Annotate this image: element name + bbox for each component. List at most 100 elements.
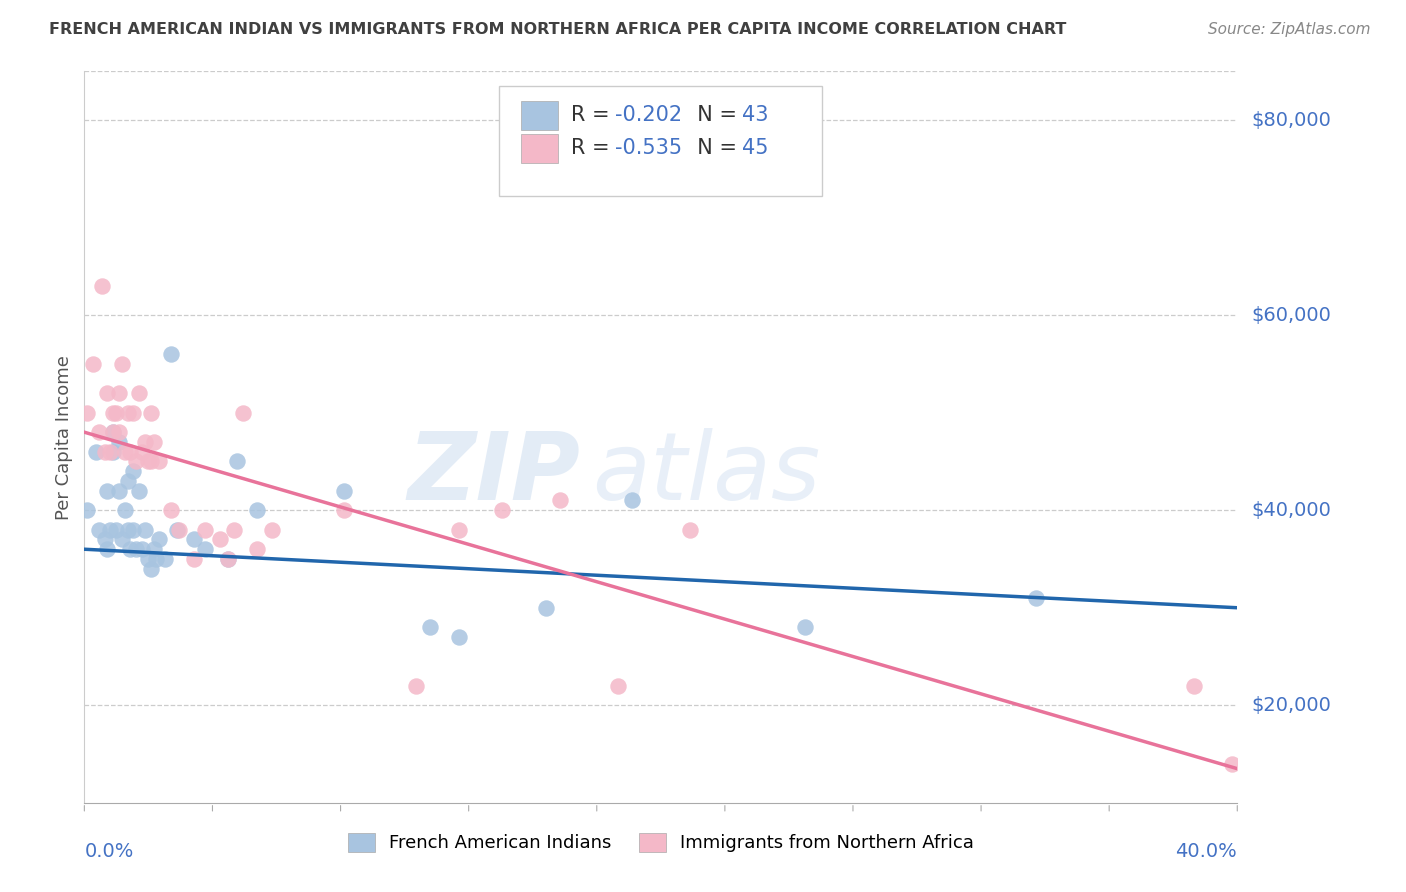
Point <box>134 523 156 537</box>
Point <box>246 503 269 517</box>
FancyBboxPatch shape <box>522 101 558 130</box>
Point <box>96 386 118 401</box>
Point <box>87 425 110 440</box>
Point <box>142 434 165 449</box>
Text: 0.0%: 0.0% <box>84 842 134 861</box>
Point <box>93 444 115 458</box>
Point <box>111 357 134 371</box>
Point <box>142 542 165 557</box>
Text: ZIP: ZIP <box>408 427 581 520</box>
Point <box>226 454 249 468</box>
Point <box>128 386 150 401</box>
Point <box>145 552 167 566</box>
Point <box>117 406 139 420</box>
Text: -0.202: -0.202 <box>614 105 682 125</box>
Point <box>114 503 136 517</box>
Point <box>148 454 170 468</box>
Point <box>1025 591 1047 605</box>
Point <box>87 523 110 537</box>
Point <box>153 552 176 566</box>
Point <box>794 620 817 634</box>
Point <box>232 406 254 420</box>
Point <box>194 542 217 557</box>
Text: N =: N = <box>683 138 744 158</box>
Y-axis label: Per Capita Income: Per Capita Income <box>55 355 73 519</box>
Point <box>160 347 183 361</box>
Point <box>333 483 356 498</box>
Point <box>166 523 188 537</box>
Point <box>76 503 98 517</box>
Point <box>120 444 142 458</box>
Point <box>103 444 124 458</box>
Point <box>136 454 159 468</box>
Point <box>120 542 142 557</box>
Point <box>333 503 356 517</box>
Point <box>103 425 124 440</box>
Text: $20,000: $20,000 <box>1251 696 1331 714</box>
Point <box>98 444 121 458</box>
Point <box>224 523 246 537</box>
Point <box>139 406 162 420</box>
Point <box>679 523 702 537</box>
Text: $80,000: $80,000 <box>1251 111 1331 129</box>
Point <box>93 533 115 547</box>
Point <box>125 542 148 557</box>
Point <box>139 454 162 468</box>
Point <box>122 406 145 420</box>
Point <box>534 600 557 615</box>
Point <box>449 630 471 644</box>
Point <box>169 523 191 537</box>
Point <box>103 425 124 440</box>
Text: N =: N = <box>683 105 744 125</box>
Point <box>114 444 136 458</box>
Point <box>96 483 118 498</box>
Text: R =: R = <box>571 138 616 158</box>
Point <box>606 679 628 693</box>
Point <box>108 483 131 498</box>
Point <box>98 523 121 537</box>
Point <box>419 620 441 634</box>
Point <box>208 533 231 547</box>
Text: $40,000: $40,000 <box>1251 500 1331 520</box>
Point <box>108 425 131 440</box>
Point <box>103 406 124 420</box>
Point <box>194 523 217 537</box>
Point <box>260 523 283 537</box>
Point <box>108 434 131 449</box>
Point <box>1220 756 1243 771</box>
Point <box>136 552 159 566</box>
Point <box>76 406 98 420</box>
Point <box>139 562 162 576</box>
Point <box>548 493 571 508</box>
Text: R =: R = <box>571 105 616 125</box>
Point <box>105 523 128 537</box>
Point <box>125 454 148 468</box>
Text: FRENCH AMERICAN INDIAN VS IMMIGRANTS FROM NORTHERN AFRICA PER CAPITA INCOME CORR: FRENCH AMERICAN INDIAN VS IMMIGRANTS FRO… <box>49 22 1067 37</box>
Point <box>131 444 153 458</box>
Text: 43: 43 <box>741 105 768 125</box>
Point <box>131 542 153 557</box>
Point <box>84 444 107 458</box>
Point <box>449 523 471 537</box>
Point <box>183 533 205 547</box>
Point <box>1182 679 1205 693</box>
Point <box>218 552 240 566</box>
Text: 40.0%: 40.0% <box>1175 842 1237 861</box>
Text: atlas: atlas <box>592 428 820 519</box>
Point <box>96 542 118 557</box>
Text: $60,000: $60,000 <box>1251 306 1331 325</box>
Point <box>122 464 145 478</box>
FancyBboxPatch shape <box>499 86 823 195</box>
Point <box>218 552 240 566</box>
Point <box>108 386 131 401</box>
Point <box>128 483 150 498</box>
Point <box>183 552 205 566</box>
Text: -0.535: -0.535 <box>614 138 682 158</box>
Point <box>82 357 104 371</box>
Point <box>621 493 644 508</box>
Point <box>491 503 513 517</box>
Point <box>148 533 170 547</box>
Point <box>122 523 145 537</box>
Text: 45: 45 <box>741 138 768 158</box>
Text: Source: ZipAtlas.com: Source: ZipAtlas.com <box>1208 22 1371 37</box>
